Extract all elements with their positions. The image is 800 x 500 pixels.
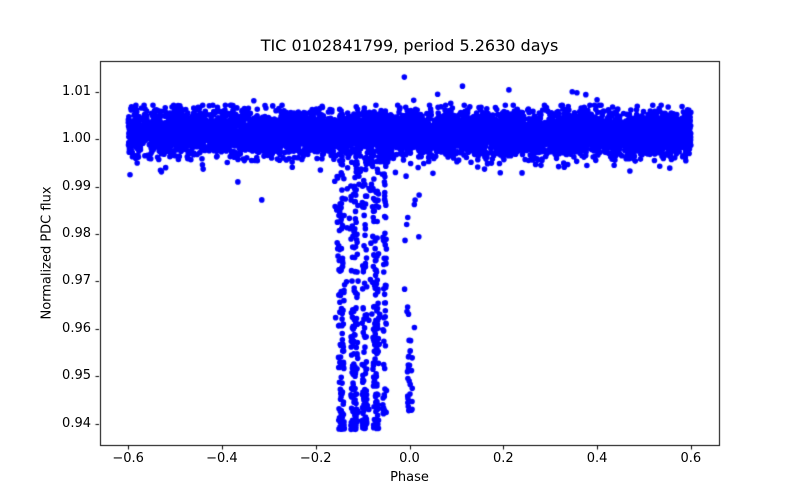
x-tick-label: −0.6 — [112, 451, 144, 466]
y-tick-label: 1.01 — [62, 83, 91, 99]
y-axis-label: Normalized PDC flux — [39, 186, 55, 320]
x-tick-label: 0.0 — [399, 451, 420, 466]
y-tick-label: 0.97 — [62, 273, 91, 289]
x-axis-label: Phase — [390, 470, 429, 485]
x-tick-label: 0.2 — [492, 451, 514, 466]
chart-title: TIC 0102841799, period 5.2630 days — [260, 36, 559, 55]
y-tick-label: 0.98 — [62, 226, 91, 242]
x-tick-label: −0.2 — [299, 451, 332, 466]
y-tick-label: 1.00 — [62, 131, 91, 147]
x-tick-label: 0.4 — [586, 451, 608, 466]
y-tick-label: 0.99 — [62, 178, 91, 194]
y-tick-label: 0.94 — [62, 415, 91, 431]
x-tick-label: −0.4 — [206, 451, 238, 466]
x-tick-label: 0.6 — [680, 451, 702, 466]
y-tick-label: 0.96 — [62, 320, 91, 336]
y-tick-label: 0.95 — [62, 368, 91, 384]
